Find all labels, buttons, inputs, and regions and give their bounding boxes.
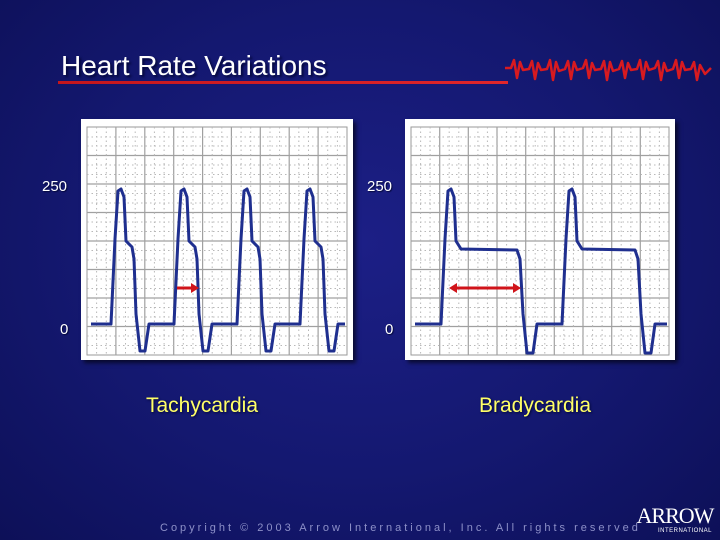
tachycardia-y-top-label: 250: [42, 178, 68, 195]
grid-minor-lines: [411, 127, 669, 355]
tachycardia-y-bottom-label: 0: [60, 321, 69, 338]
copyright-text: Copyright © 2003 Arrow International, In…: [160, 522, 641, 534]
bradycardia-y-bottom-label: 0: [385, 321, 394, 338]
bradycardia-waveform-graph: [410, 126, 670, 356]
bradycardia-y-top-label: 250: [367, 178, 393, 195]
bradycardia-pressure-waveform: [415, 187, 667, 355]
bradycardia-caption: Bradycardia: [478, 394, 592, 417]
ecg-decoration-icon: [505, 58, 712, 82]
logo-text: ARROW: [636, 503, 715, 528]
bradycardia-panel: [405, 119, 675, 360]
arrow-logo: ARROW INTERNATIONAL: [636, 503, 715, 535]
tachycardia-caption: Tachycardia: [145, 394, 259, 417]
interval-arrow-icon: [177, 283, 199, 293]
tachycardia-panel: [81, 119, 353, 360]
tachycardia-waveform-graph: [86, 126, 348, 356]
grid-major-lines: [87, 127, 347, 355]
title-underline: [58, 81, 508, 84]
page-title: Heart Rate Variations: [61, 50, 327, 81]
logo-subtext: INTERNATIONAL: [657, 528, 712, 534]
interval-arrow-icon: [449, 283, 521, 293]
tachycardia-pressure-waveform: [91, 187, 345, 353]
